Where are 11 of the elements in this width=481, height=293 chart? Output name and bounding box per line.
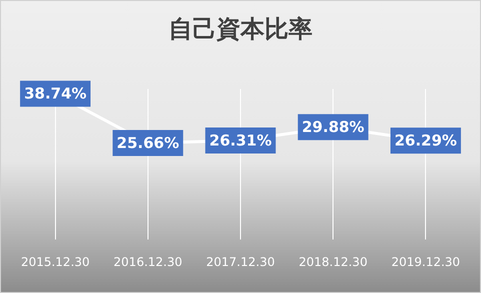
x-tick-label: 2015.12.30 bbox=[20, 254, 90, 269]
data-label: 38.74% bbox=[24, 84, 87, 103]
data-label: 29.88% bbox=[302, 118, 364, 136]
data-label: 25.66% bbox=[116, 134, 180, 152]
data-label: 26.31% bbox=[209, 131, 272, 150]
x-tick-label: 2019.12.30 bbox=[391, 254, 460, 269]
chart-title: 自己資本比率 bbox=[168, 14, 314, 45]
x-tick-label: 2017.12.30 bbox=[206, 254, 275, 269]
x-tick-label: 2018.12.30 bbox=[298, 254, 368, 269]
x-tick-label: 2016.12.30 bbox=[114, 254, 182, 269]
data-label: 26.29% bbox=[394, 132, 457, 150]
